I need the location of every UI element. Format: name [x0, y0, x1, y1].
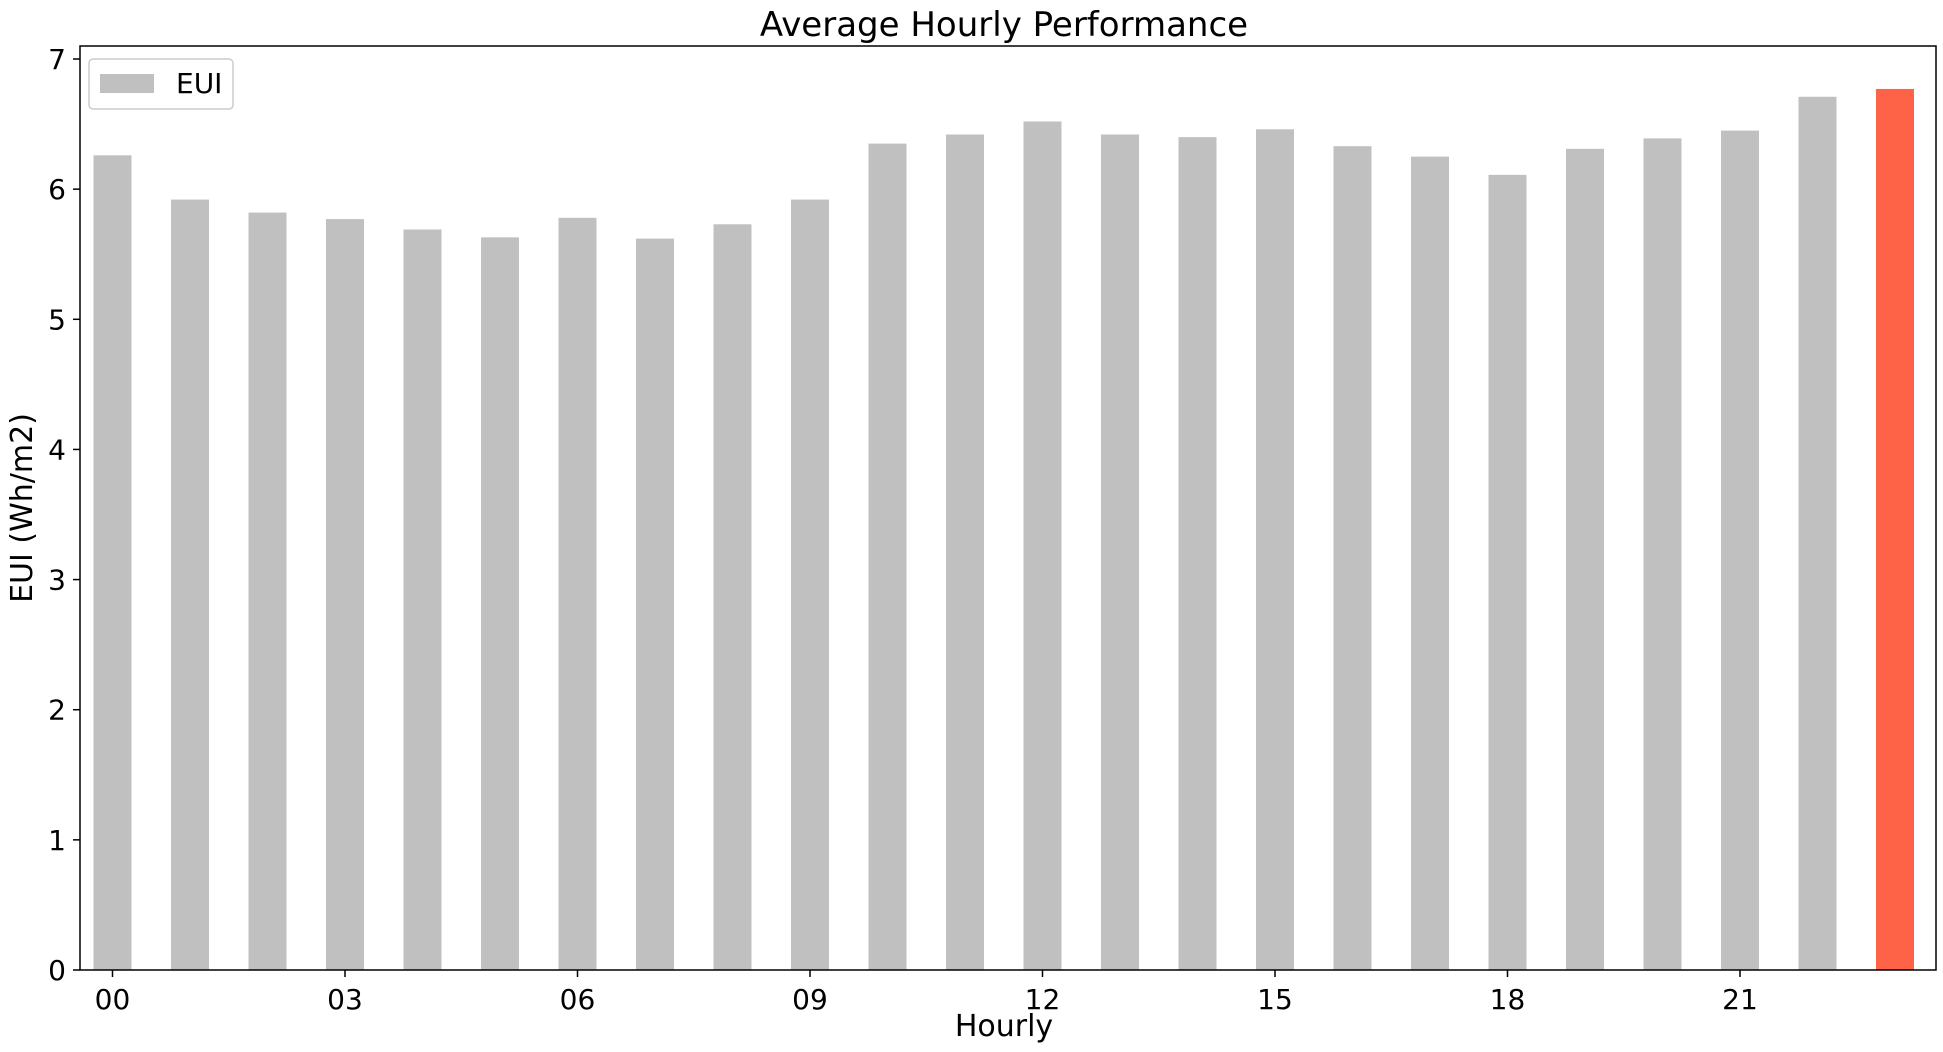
- bar-00: [93, 155, 132, 971]
- y-tick-label: 4: [48, 433, 66, 466]
- legend-swatch-eui: [100, 74, 154, 93]
- bar-10: [868, 143, 907, 970]
- bar-14: [1178, 137, 1217, 971]
- bar-16: [1333, 146, 1372, 971]
- bar-23: [1876, 88, 1914, 971]
- bar-05: [481, 237, 519, 971]
- legend: EUI: [88, 58, 234, 110]
- y-tick-label: 2: [48, 694, 66, 727]
- bar-21: [1721, 130, 1759, 970]
- x-tick-label: 21: [1722, 983, 1758, 1016]
- y-tick-label: 3: [48, 564, 66, 597]
- y-tick-label: 1: [48, 824, 66, 857]
- bar-22: [1798, 96, 1837, 970]
- bar-15: [1256, 129, 1294, 970]
- bar-01: [171, 199, 209, 971]
- chart-title: Average Hourly Performance: [760, 5, 1248, 45]
- bar-03: [326, 219, 364, 970]
- bar-11: [946, 134, 984, 970]
- bar-12: [1023, 121, 1062, 970]
- x-tick-label: 06: [560, 983, 596, 1016]
- bar-08: [713, 224, 752, 970]
- legend-box: [88, 58, 234, 110]
- bars-group: [93, 88, 1914, 971]
- y-tick-label: 0: [48, 954, 66, 987]
- x-tick-label: 18: [1490, 983, 1526, 1016]
- y-tick-label: 6: [48, 173, 66, 206]
- x-axis-label: Hourly: [955, 1009, 1053, 1044]
- bar-06: [558, 217, 597, 971]
- bar-18: [1488, 174, 1527, 971]
- bar-09: [791, 199, 829, 971]
- x-tick-label: 09: [792, 983, 828, 1016]
- bar-20: [1643, 138, 1682, 970]
- x-axis: 00 03 06 09 12 15 18 21: [95, 970, 1758, 1016]
- bar-04: [403, 229, 442, 970]
- bar-02: [248, 212, 287, 971]
- bar-19: [1566, 148, 1604, 970]
- plot-frame: [79, 45, 1937, 971]
- legend-label-eui: EUI: [176, 67, 222, 100]
- bar-13: [1101, 134, 1139, 970]
- y-axis-label: EUI (Wh/m2): [5, 413, 40, 603]
- x-tick-label: 03: [327, 983, 363, 1016]
- x-tick-label: 15: [1257, 983, 1293, 1016]
- bar-07: [636, 238, 674, 970]
- y-tick-label: 7: [48, 43, 66, 76]
- bar-17: [1411, 156, 1449, 970]
- x-tick-label: 00: [95, 983, 131, 1016]
- x-tick-label: 12: [1025, 983, 1061, 1016]
- y-tick-label: 5: [48, 303, 66, 336]
- y-axis: 0 1 2 3 4 5 6 7: [48, 43, 80, 987]
